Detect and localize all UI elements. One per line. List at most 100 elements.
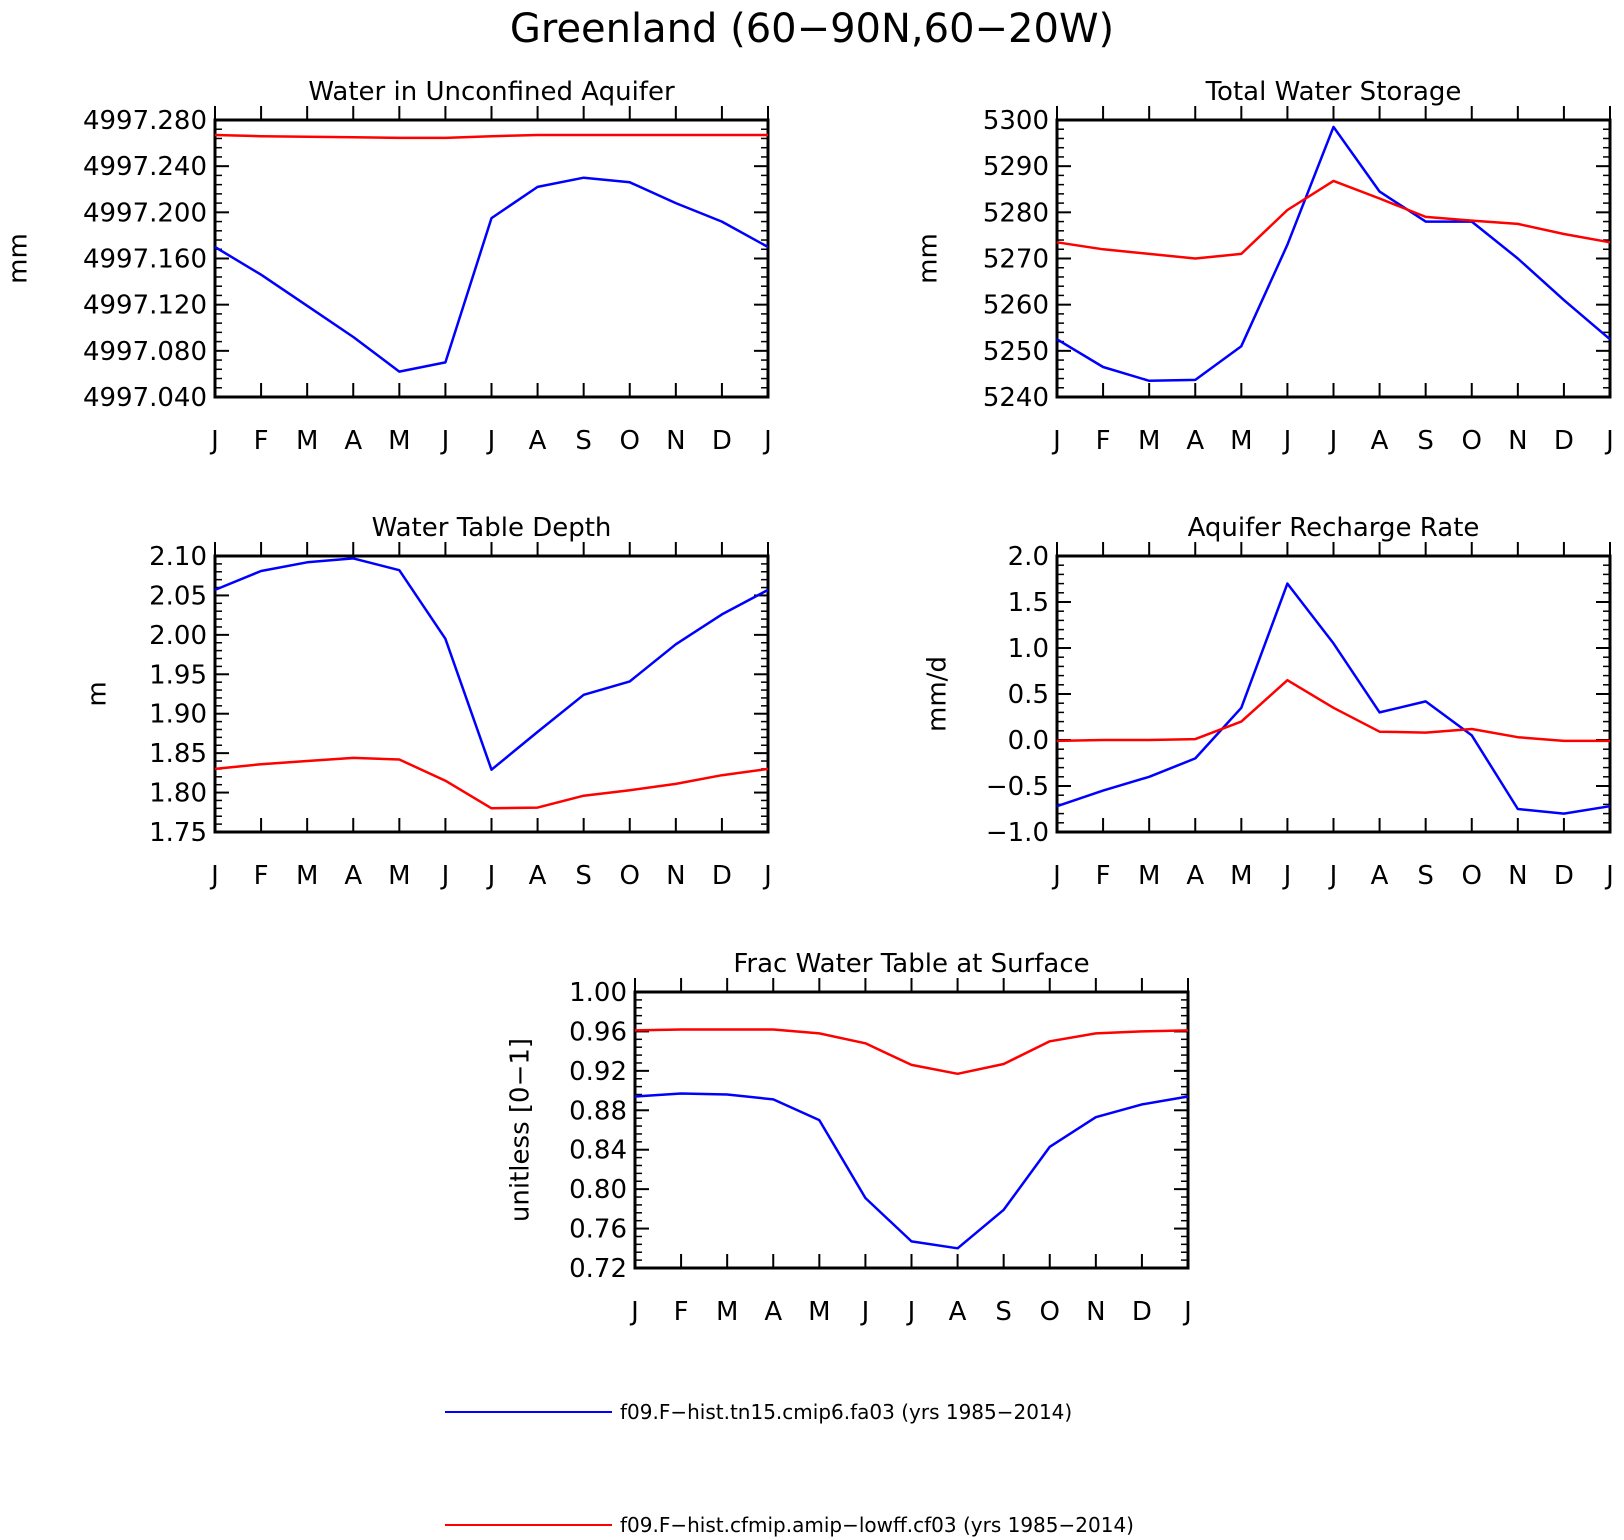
y-tick-label: 0.5	[1008, 680, 1049, 710]
x-tick-label: M	[388, 426, 410, 456]
x-tick-label: D	[1554, 861, 1574, 891]
y-axis-label: mm	[3, 233, 33, 284]
x-tick-label: J	[440, 426, 450, 456]
y-tick-label: 2.00	[149, 621, 207, 651]
series-line-blue	[214, 176, 769, 373]
x-tick-label: M	[1230, 861, 1252, 891]
x-tick-label: M	[388, 861, 410, 891]
x-tick-label: J	[1051, 426, 1061, 456]
plot-frame	[1055, 118, 1612, 399]
series-line-blue	[1056, 582, 1611, 815]
x-tick-label: J	[486, 861, 496, 891]
panel-title: Aquifer Recharge Rate	[1188, 513, 1480, 543]
y-tick-label: 5300	[983, 106, 1049, 136]
y-tick-label: 4997.080	[83, 337, 207, 367]
x-tick-label: F	[674, 1297, 689, 1327]
x-tick-label: J	[486, 426, 496, 456]
x-tick-label: N	[1086, 1297, 1105, 1327]
x-tick-label: N	[666, 861, 685, 891]
x-tick-label: J	[860, 1297, 870, 1327]
y-tick-label: 2.0	[1008, 542, 1049, 572]
x-tick-label: S	[575, 861, 592, 891]
x-tick-label: O	[1462, 861, 1482, 891]
x-tick-label: D	[1554, 426, 1574, 456]
x-tick-label: A	[1186, 426, 1204, 456]
panel-title: Total Water Storage	[1205, 77, 1462, 107]
panel-title: Water Table Depth	[372, 513, 612, 543]
plot-frame	[213, 118, 770, 399]
y-tick-label: 4997.200	[83, 198, 207, 228]
y-tick-label: 0.0	[1008, 726, 1049, 756]
x-tick-label: J	[1328, 861, 1338, 891]
y-tick-label: 5280	[983, 198, 1049, 228]
y-tick-label: 0.80	[569, 1175, 627, 1205]
series-line-red	[1056, 678, 1610, 743]
x-tick-label: F	[1096, 861, 1111, 891]
x-tick-label: F	[1096, 426, 1111, 456]
x-tick-label: J	[762, 426, 772, 456]
x-tick-label: S	[995, 1297, 1012, 1327]
y-tick-label: −1.0	[986, 818, 1049, 848]
series-line-red	[214, 756, 769, 810]
y-tick-label: 2.05	[149, 581, 207, 611]
x-tick-label: O	[620, 861, 640, 891]
x-tick-label: A	[344, 861, 362, 891]
x-tick-label: J	[1328, 426, 1338, 456]
x-tick-label: M	[296, 426, 318, 456]
x-tick-label: J	[1182, 1297, 1192, 1327]
x-tick-label: J	[762, 861, 772, 891]
y-tick-label: −0.5	[986, 772, 1049, 802]
y-axis-label: mm/d	[922, 656, 952, 732]
x-tick-label: S	[575, 426, 592, 456]
x-tick-label: O	[1040, 1297, 1060, 1327]
x-tick-label: D	[712, 861, 732, 891]
plot-frame	[1055, 554, 1612, 834]
panel-title: Water in Unconfined Aquifer	[308, 77, 675, 107]
x-tick-label: A	[529, 861, 547, 891]
x-tick-label: M	[808, 1297, 830, 1327]
y-tick-label: 4997.120	[83, 291, 207, 321]
figure-title: Greenland (60−90N,60−20W)	[510, 6, 1114, 52]
y-tick-label: 1.85	[149, 739, 207, 769]
y-tick-label: 4997.040	[83, 383, 207, 413]
x-tick-label: O	[1462, 426, 1482, 456]
x-tick-label: S	[1417, 426, 1434, 456]
y-axis-label: mm	[913, 233, 943, 284]
y-tick-label: 4997.160	[83, 245, 207, 275]
x-tick-label: A	[529, 426, 547, 456]
legend-label-red: f09.F−hist.cfmip.amip−lowff.cf03 (yrs 19…	[620, 1513, 1134, 1537]
y-tick-label: 1.90	[149, 700, 207, 730]
x-tick-label: A	[1186, 861, 1204, 891]
y-tick-label: 1.5	[1008, 588, 1049, 618]
y-tick-label: 2.10	[149, 542, 207, 572]
x-tick-label: D	[1132, 1297, 1152, 1327]
x-tick-label: J	[1604, 426, 1614, 456]
series-line-blue	[1056, 125, 1611, 383]
x-tick-label: J	[1282, 426, 1292, 456]
series-line-red	[1056, 179, 1611, 260]
x-tick-label: J	[209, 426, 219, 456]
y-tick-label: 1.00	[569, 978, 627, 1008]
x-tick-label: M	[716, 1297, 738, 1327]
series-line-blue	[214, 557, 769, 771]
x-tick-label: F	[254, 426, 269, 456]
y-axis-label: m	[82, 681, 112, 706]
y-tick-label: 0.88	[569, 1096, 627, 1126]
x-tick-label: A	[1371, 861, 1389, 891]
y-tick-label: 5290	[983, 152, 1049, 182]
series-line-red	[214, 133, 768, 140]
x-tick-label: A	[1371, 426, 1389, 456]
series-line-blue	[634, 1092, 1189, 1250]
y-tick-label: 0.84	[569, 1136, 627, 1166]
x-tick-label: A	[764, 1297, 782, 1327]
x-tick-label: A	[949, 1297, 967, 1327]
x-tick-label: F	[254, 861, 269, 891]
x-tick-label: S	[1417, 861, 1434, 891]
x-tick-label: M	[1138, 426, 1160, 456]
y-tick-label: 5260	[983, 291, 1049, 321]
x-tick-label: J	[906, 1297, 916, 1327]
